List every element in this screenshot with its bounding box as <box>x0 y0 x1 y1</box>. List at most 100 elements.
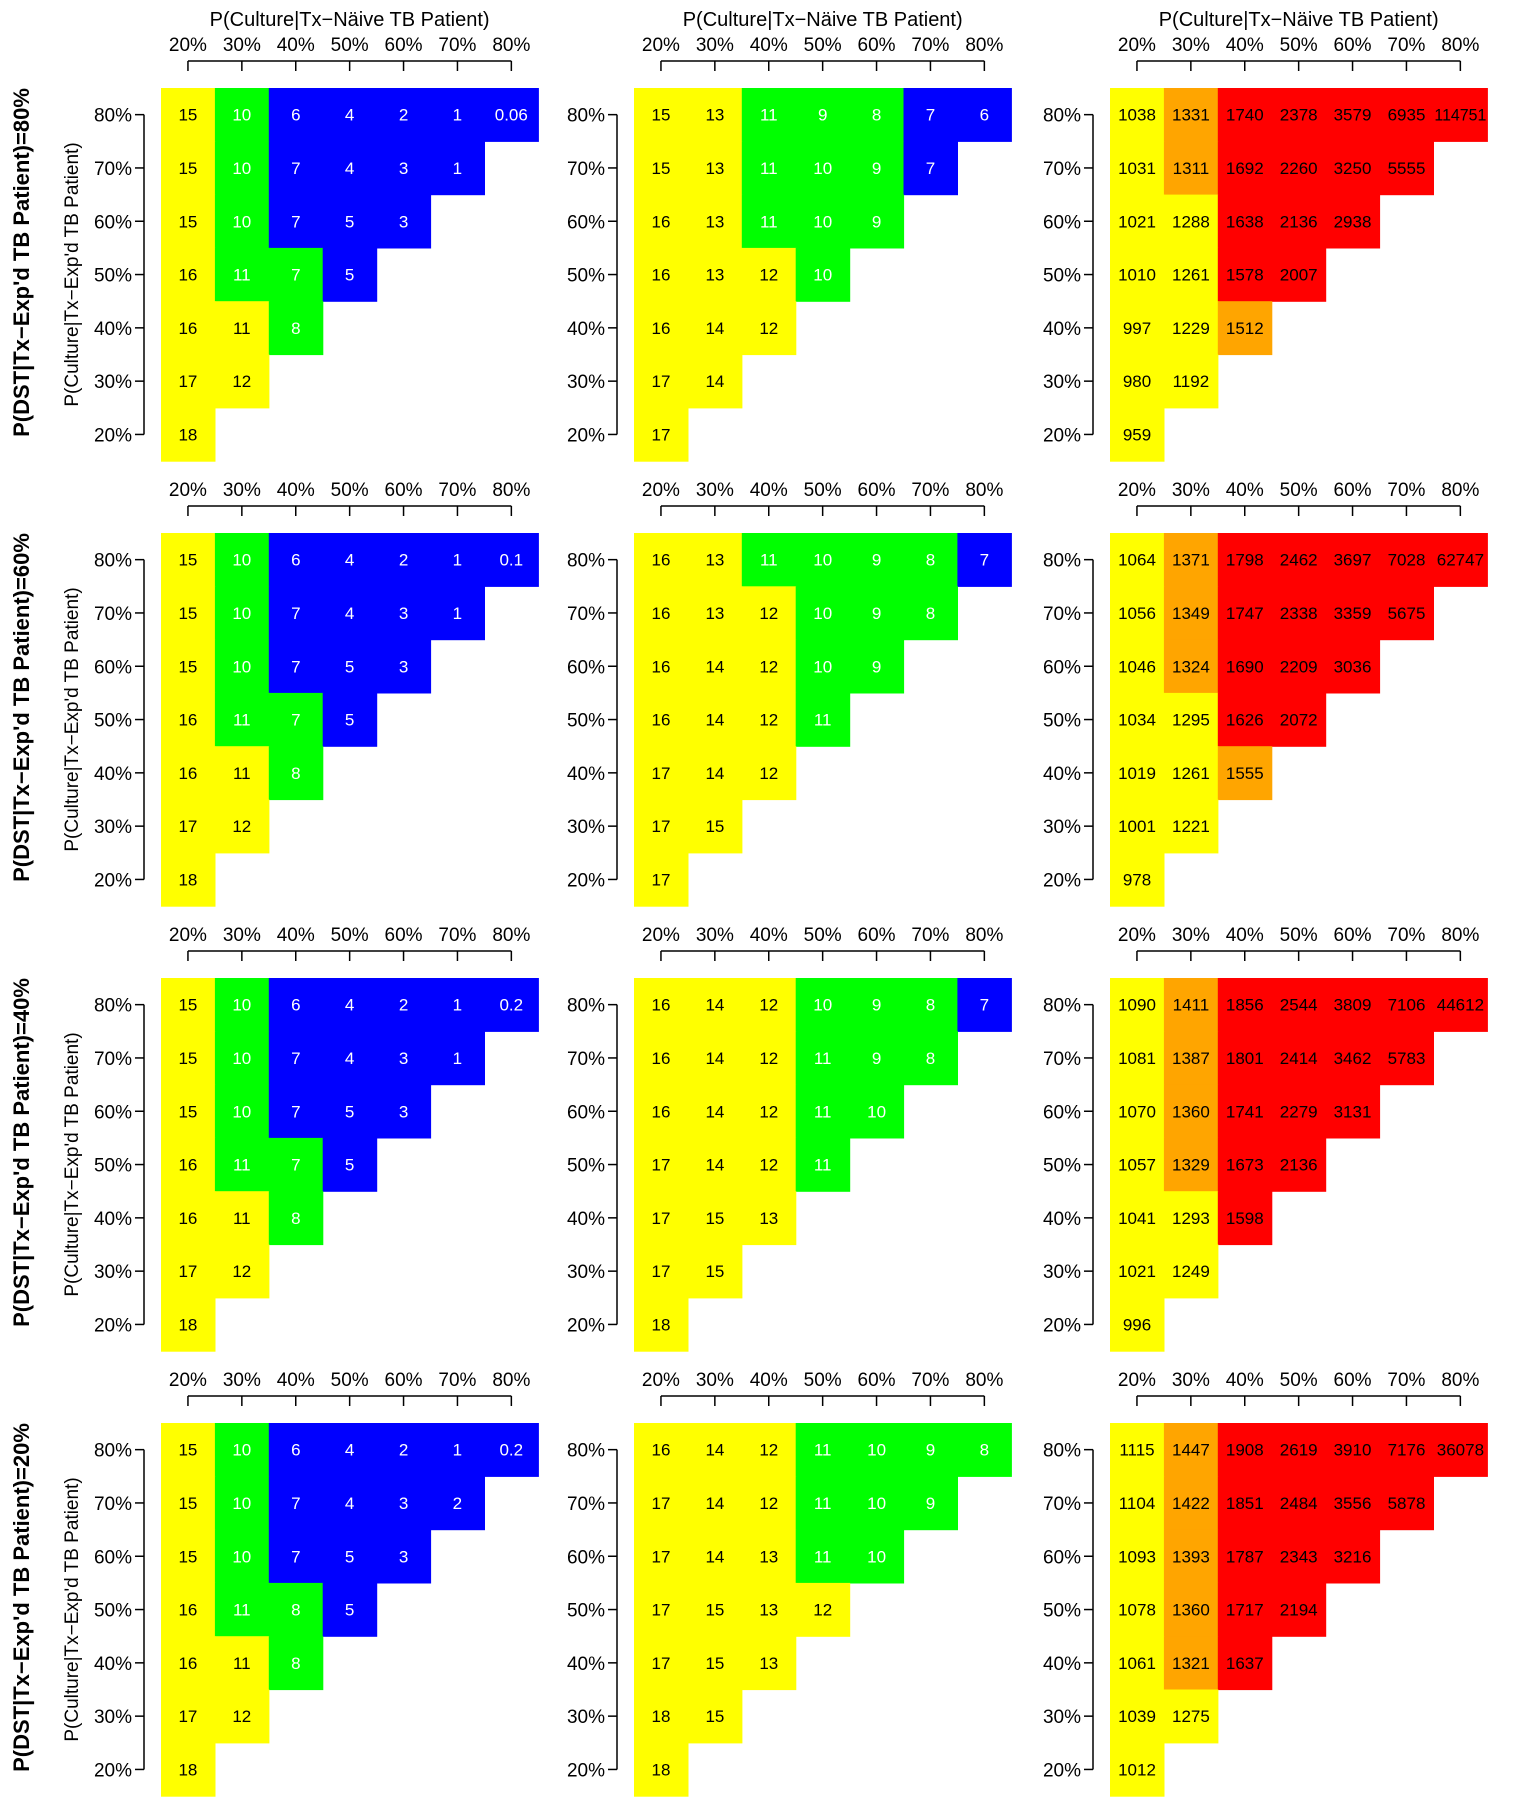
y-tick-label: 70% <box>1043 1494 1081 1515</box>
y-tick-label: 70% <box>1043 159 1081 180</box>
row-title: P(DST|Tx−Exp'd TB Patient)=60% <box>9 533 34 882</box>
x-tick-label: 80% <box>1441 1370 1479 1391</box>
heatmap-cell <box>1163 1582 1219 1637</box>
heatmap-cell <box>687 88 743 142</box>
heatmap-cell <box>741 692 797 747</box>
cell-value-label: 16 <box>178 1654 197 1673</box>
heatmap-cell <box>1163 1084 1219 1139</box>
x-tick-label: 50% <box>1280 925 1318 946</box>
heatmap-cell <box>1217 692 1273 747</box>
cell-value-label: 15 <box>652 106 671 125</box>
y-tick-label: 60% <box>94 1102 132 1123</box>
heatmap-cell <box>214 1137 270 1192</box>
cell-value-label: 8 <box>926 551 935 570</box>
heatmap-cell <box>161 692 216 747</box>
heatmap-cell <box>795 88 851 142</box>
cell-value-label: 44612 <box>1437 996 1484 1015</box>
cell-value-label: 1360 <box>1172 1601 1210 1620</box>
cell-value-label: 6935 <box>1388 106 1426 125</box>
y-tick-label: 30% <box>567 817 605 838</box>
heatmap-cell <box>849 533 905 587</box>
cell-value-label: 1275 <box>1172 1707 1210 1726</box>
cell-value-label: 17 <box>652 372 671 391</box>
heatmap-cell <box>741 1137 797 1192</box>
cell-value-label: 10 <box>813 266 832 285</box>
x-tick-label: 50% <box>1280 480 1318 501</box>
heatmap-cell <box>1163 301 1219 356</box>
x-tick-label: 40% <box>750 925 788 946</box>
y-tick-label: 70% <box>1043 1049 1081 1070</box>
cell-value-label: 5 <box>345 212 354 231</box>
y-tick-label: 20% <box>94 1760 132 1781</box>
cell-value-label: 10 <box>232 1547 251 1566</box>
cell-value-label: 9 <box>872 657 881 676</box>
cell-value-label: 12 <box>759 1441 778 1460</box>
heatmap-cell <box>634 1636 689 1691</box>
heatmap-cell <box>161 88 216 142</box>
cell-value-label: 12 <box>759 711 778 730</box>
heatmap-panel: 15 13 11 9 8 7 6 15 13 11 10 9 7 16 13 11 10 9 16 13 12 10 16 1… <box>567 9 1012 462</box>
cell-value-label: 4 <box>345 1049 354 1068</box>
cell-value-label: 12 <box>232 1707 251 1726</box>
heatmap-cell <box>795 533 851 587</box>
heatmap-cell <box>741 301 797 356</box>
heatmap-cell <box>957 1423 1012 1477</box>
cell-value-label: 13 <box>705 266 724 285</box>
cell-value-label: 1740 <box>1226 106 1264 125</box>
y-tick-label: 20% <box>1043 870 1081 891</box>
heatmap-cell <box>634 247 689 302</box>
heatmap-cell <box>634 586 689 641</box>
x-tick-label: 50% <box>331 1370 369 1391</box>
y-tick-label: 60% <box>94 657 132 678</box>
heatmap-cell <box>1110 1636 1165 1691</box>
cell-value-label: 10 <box>232 551 251 570</box>
heatmap-cell <box>214 1031 270 1086</box>
x-tick-label: 50% <box>804 35 842 56</box>
cell-value-label: 1104 <box>1119 1494 1156 1513</box>
cell-value-label: 11 <box>760 212 778 231</box>
x-tick-label: 50% <box>331 480 369 501</box>
x-axis-title: P(Culture|Tx−Näive TB Patient) <box>683 9 963 31</box>
cell-value-label: 1747 <box>1226 604 1264 623</box>
cell-value-label: 1331 <box>1172 106 1210 125</box>
heatmap-cell <box>322 533 378 587</box>
cell-value-label: 3 <box>399 1494 408 1513</box>
heatmap-cell <box>1379 141 1434 196</box>
cell-value-label: 6 <box>291 106 300 125</box>
cell-value-label: 1 <box>453 996 462 1015</box>
cell-value-label: 15 <box>178 996 197 1015</box>
heatmap-cell <box>376 1529 432 1584</box>
x-tick-label: 30% <box>696 925 734 946</box>
cell-value-label: 18 <box>652 1707 671 1726</box>
heatmap-cell <box>1325 533 1381 587</box>
heatmap-cell <box>1163 639 1219 694</box>
heatmap-cell <box>1271 1582 1327 1637</box>
cell-value-label: 14 <box>705 372 724 391</box>
heatmap-cell <box>849 1476 905 1531</box>
cell-value-label: 1064 <box>1118 551 1156 570</box>
heatmap-cell <box>1110 1137 1165 1192</box>
heatmap-cell <box>268 88 324 142</box>
heatmap-panel: 16 13 11 10 9 8 7 16 13 12 10 9 8 16 14 12 10 9 16 14 12 11 17… <box>567 480 1012 907</box>
y-tick-label: 30% <box>94 372 132 393</box>
cell-value-label: 11 <box>814 1494 832 1513</box>
x-tick-label: 50% <box>1280 1370 1318 1391</box>
cell-value-label: 8 <box>926 604 935 623</box>
heatmap-cell <box>161 1742 216 1797</box>
cell-value-label: 0.1 <box>499 551 523 570</box>
cell-value-label: 1061 <box>1118 1654 1156 1673</box>
cell-value-label: 1288 <box>1172 212 1210 231</box>
cell-value-label: 1321 <box>1172 1654 1210 1673</box>
cell-value-label: 6 <box>980 106 989 125</box>
x-tick-label: 20% <box>169 35 207 56</box>
heatmap-cell <box>957 533 1012 587</box>
cell-value-label: 16 <box>178 1209 197 1228</box>
cell-value-label: 1012 <box>1118 1761 1156 1780</box>
cell-value-label: 1001 <box>1118 817 1156 836</box>
heatmap-cell <box>1110 1423 1165 1477</box>
x-tick-label: 30% <box>696 480 734 501</box>
heatmap-cell <box>484 978 539 1032</box>
heatmap-cell <box>1379 978 1434 1032</box>
y-tick-label: 20% <box>1043 1760 1081 1781</box>
cell-value-label: 6 <box>291 1441 300 1460</box>
